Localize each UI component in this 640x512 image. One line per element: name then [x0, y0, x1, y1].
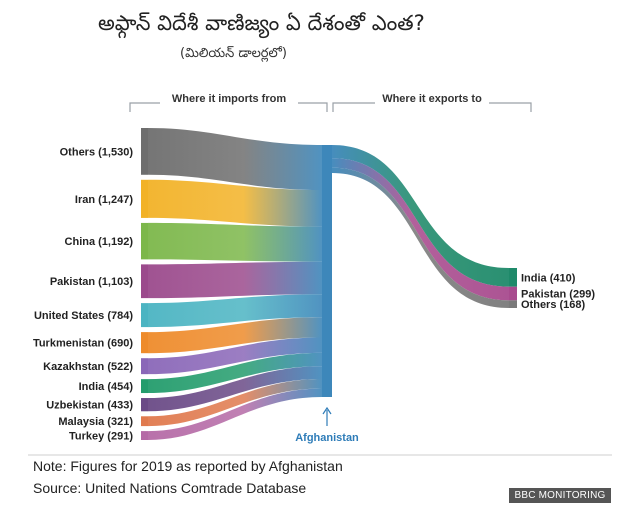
import-flow-china	[148, 222, 322, 262]
import-node-pakistan	[141, 264, 148, 299]
import-node-china	[141, 222, 148, 260]
source-text: Source: United Nations Comtrade Database	[33, 480, 306, 496]
import-flow-iran	[148, 179, 322, 227]
import-node-turkmenistan	[141, 332, 148, 354]
imports-heading: Where it imports from	[172, 93, 287, 105]
import-label-united-states: United States (784)	[34, 310, 133, 322]
exports-heading: Where it exports to	[382, 93, 482, 105]
import-label-india: India (454)	[79, 381, 134, 393]
import-flow-malaysia	[148, 378, 322, 427]
import-flow-kazakhstan	[148, 337, 322, 375]
import-label-uzbekistan: Uzbekistan (433)	[46, 400, 133, 412]
import-flow-india	[148, 352, 322, 394]
export-nodes	[509, 268, 517, 308]
bbc-monitoring-badge: BBC MONITORING	[509, 488, 611, 503]
import-flows	[148, 128, 322, 440]
export-label-pakistan: Pakistan (299)	[521, 289, 595, 301]
hub-arrow-head	[322, 406, 332, 415]
exports-heading-bg	[375, 91, 489, 107]
import-flow-others	[148, 128, 322, 191]
export-label-others: Others (168)	[521, 299, 586, 311]
import-node-turkey	[141, 431, 148, 440]
import-node-iran	[141, 179, 148, 218]
import-label-malaysia: Malaysia (321)	[58, 416, 133, 428]
import-node-india	[141, 379, 148, 394]
import-label-pakistan: Pakistan (1,103)	[50, 276, 133, 288]
import-labels: Others (1,530) Iran (1,247) China (1,192) P…	[33, 146, 133, 442]
import-flow-uzbekistan	[148, 366, 322, 412]
export-flow-pakistan	[332, 158, 509, 301]
export-node-pakistan	[509, 286, 517, 301]
import-node-others	[141, 128, 148, 175]
import-label-kazakhstan: Kazakhstan (522)	[43, 361, 133, 373]
import-flow-turkey	[148, 388, 322, 440]
chart-title: అఫ్గాన్ విదేశీ వాణిజ్యం ఏ దేశంతో ఎంత?	[98, 11, 425, 39]
export-flow-india	[332, 145, 509, 287]
import-node-malaysia	[141, 416, 148, 427]
note-text: Note: Figures for 2019 as reported by Af…	[33, 458, 343, 474]
import-flow-pakistan	[148, 261, 322, 299]
import-flow-united-states	[148, 294, 322, 328]
export-label-india: India (410)	[521, 272, 576, 284]
import-label-turkmenistan: Turkmenistan (690)	[33, 338, 133, 350]
export-flow-others	[332, 167, 509, 308]
import-nodes	[141, 128, 148, 440]
hub-bar	[322, 145, 332, 397]
import-flow-turkmenistan	[148, 317, 322, 354]
imports-heading-bg	[160, 91, 298, 107]
export-node-others	[509, 300, 517, 308]
import-node-uzbekistan	[141, 398, 148, 412]
hub-label: Afghanistan	[295, 432, 359, 444]
import-label-iran: Iran (1,247)	[75, 194, 133, 206]
export-flows	[332, 145, 509, 308]
export-labels: India (410) Pakistan (299)Others (168)	[521, 272, 595, 311]
import-node-kazakhstan	[141, 358, 148, 375]
import-label-turkey: Turkey (291)	[69, 431, 133, 443]
chart-subtitle: (మిలియన్ డాలర్లలో)	[180, 46, 287, 62]
import-label-others: Others (1,530)	[60, 146, 134, 158]
import-label-china: China (1,192)	[65, 236, 134, 248]
import-node-united-states	[141, 303, 148, 328]
export-node-india	[509, 268, 517, 287]
